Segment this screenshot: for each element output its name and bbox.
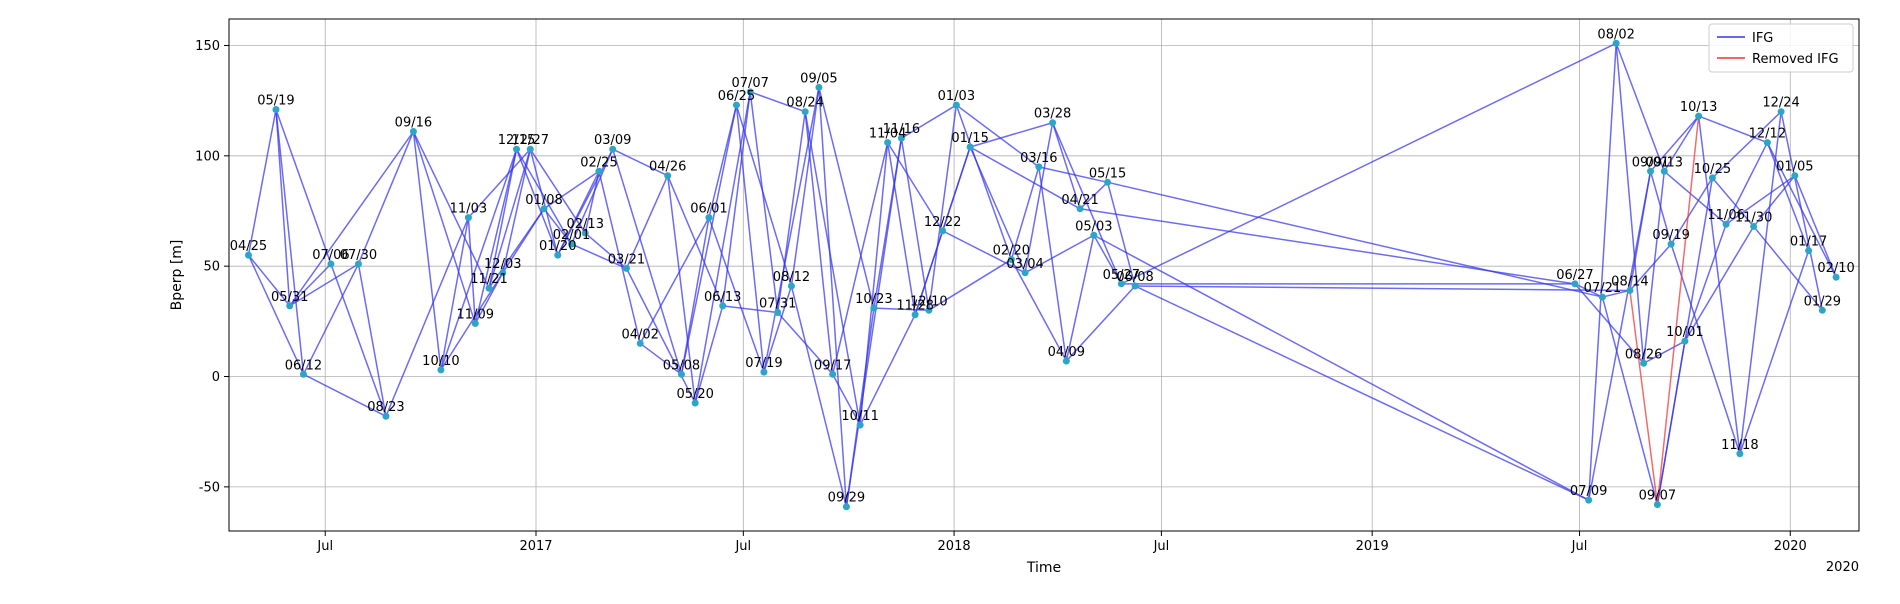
x-tick-label: 2017	[519, 539, 552, 554]
acquisition-date-label: 05/31	[271, 290, 308, 305]
acquisition-date-label: 12/10	[910, 294, 947, 309]
acquisition-date-label: 11/16	[883, 122, 920, 137]
x-tick-label: Jul	[1571, 539, 1588, 554]
acquisition-date-label: 01/17	[1790, 235, 1827, 250]
acquisition-date-label: 03/21	[608, 252, 645, 267]
x-axis-label: Time	[1026, 560, 1061, 576]
acquisition-date-label: 02/13	[567, 217, 604, 232]
acquisition-date-label: 07/31	[759, 297, 796, 312]
acquisition-date-label: 12/12	[1749, 127, 1786, 142]
acquisition-date-label: 08/24	[786, 96, 823, 111]
x-axis-offset-label: 2020	[1826, 560, 1859, 575]
acquisition-date-label: 12/27	[512, 133, 549, 148]
acquisition-date-label: 05/03	[1075, 219, 1112, 234]
acquisition-date-label: 09/29	[828, 491, 865, 506]
x-tick-label: 2019	[1356, 539, 1389, 554]
acquisition-date-label: 02/10	[1817, 261, 1854, 276]
acquisition-date-label: 01/15	[951, 131, 988, 146]
acquisition-date-label: 11/30	[1735, 210, 1772, 225]
acquisition-date-label: 12/22	[924, 215, 961, 230]
x-tick-label: 2018	[938, 539, 971, 554]
acquisition-date-label: 03/28	[1034, 107, 1071, 122]
acquisition-date-label: 04/21	[1061, 193, 1098, 208]
acquisition-date-label: 01/05	[1776, 160, 1813, 175]
acquisition-date-label: 07/19	[745, 356, 782, 371]
acquisition-date-label: 07/07	[731, 76, 768, 91]
acquisition-date-label: 09/16	[395, 116, 432, 131]
acquisition-date-label: 12/03	[484, 257, 521, 272]
acquisition-date-label: 01/29	[1804, 294, 1841, 309]
acquisition-date-label: 10/11	[841, 409, 878, 424]
acquisition-date-label: 08/26	[1625, 347, 1662, 362]
acquisition-date-label: 03/09	[594, 133, 631, 148]
legend: IFG Removed IFG	[1709, 24, 1853, 72]
acquisition-date-label: 08/02	[1597, 27, 1634, 42]
y-tick-label: 100	[195, 149, 220, 164]
acquisition-date-label: 03/16	[1020, 151, 1057, 166]
acquisition-date-label: 08/12	[773, 270, 810, 285]
acquisition-date-label: 09/13	[1646, 155, 1683, 170]
acquisition-date-label: 06/25	[718, 89, 755, 104]
acquisition-date-label: 08/23	[367, 400, 404, 415]
x-tick-label: 2020	[1774, 539, 1807, 554]
acquisition-date-label: 11/09	[457, 308, 494, 323]
acquisition-date-label: 04/09	[1048, 345, 1085, 360]
acquisition-date-label: 06/01	[690, 202, 727, 217]
legend-ifg-label: IFG	[1752, 31, 1773, 46]
acquisition-date-label: 10/10	[422, 354, 459, 369]
acquisition-date-label: 01/08	[525, 193, 562, 208]
acquisition-date-label: 11/18	[1721, 438, 1758, 453]
legend-removed-label: Removed IFG	[1752, 52, 1839, 67]
acquisition-date-label: 09/07	[1639, 489, 1676, 504]
y-tick-label: 50	[203, 260, 220, 275]
x-tick-label: Jul	[316, 539, 333, 554]
acquisition-date-label: 08/14	[1611, 274, 1648, 289]
acquisition-date-label: 06/13	[704, 290, 741, 305]
x-tick-label: Jul	[1153, 539, 1170, 554]
x-tick-label: Jul	[734, 539, 751, 554]
acquisition-date-label: 05/08	[663, 358, 700, 373]
acquisition-date-label: 11/21	[470, 272, 507, 287]
y-tick-label: 150	[195, 39, 220, 54]
acquisition-date-label: 10/23	[855, 292, 892, 307]
acquisition-date-label: 03/04	[1006, 257, 1043, 272]
y-tick-label: 0	[212, 370, 220, 385]
acquisition-date-label: 10/01	[1666, 325, 1703, 340]
acquisition-date-label: 02/25	[580, 155, 617, 170]
acquisition-date-label: 06/12	[285, 358, 322, 373]
acquisition-date-label: 07/09	[1570, 484, 1607, 499]
acquisition-date-label: 05/20	[676, 387, 713, 402]
y-axis-label: Bperp [m]	[169, 240, 185, 311]
acquisition-date-label: 01/03	[938, 89, 975, 104]
acquisition-date-label: 12/24	[1762, 96, 1799, 111]
acquisition-date-label: 09/17	[814, 358, 851, 373]
acquisition-date-label: 06/08	[1116, 270, 1153, 285]
y-tick-label: -50	[199, 480, 220, 495]
acquisition-date-label: 04/25	[230, 239, 267, 254]
acquisition-date-label: 09/19	[1652, 228, 1689, 243]
acquisition-date-label: 05/15	[1089, 166, 1126, 181]
acquisition-date-label: 07/30	[340, 248, 377, 263]
acquisition-date-label: 09/05	[800, 71, 837, 86]
acquisition-date-label: 10/25	[1694, 162, 1731, 177]
acquisition-date-label: 04/26	[649, 160, 686, 175]
acquisition-date-label: 05/19	[257, 93, 294, 108]
acquisition-date-label: 04/02	[621, 327, 658, 342]
acquisition-date-label: 10/13	[1680, 100, 1717, 115]
acquisition-date-label: 11/03	[450, 202, 487, 217]
